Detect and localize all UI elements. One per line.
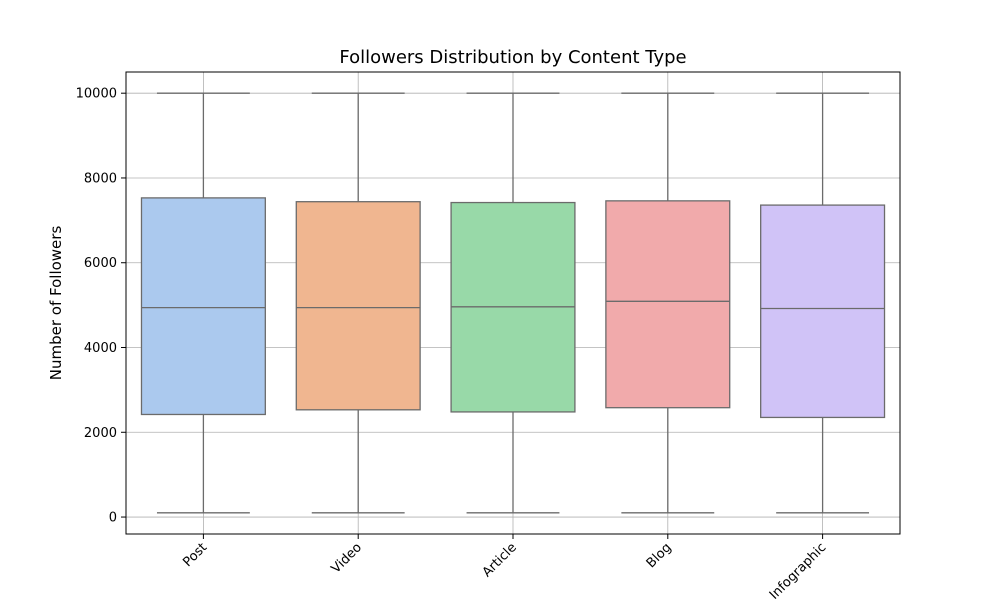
chart-title: Followers Distribution by Content Type — [339, 47, 686, 68]
y-axis-label: Number of Followers — [47, 226, 65, 381]
y-tick-label: 8000 — [84, 171, 117, 186]
iqr-box — [605, 200, 731, 409]
y-tick-label: 0 — [109, 511, 117, 526]
y-tick-label: 2000 — [84, 426, 117, 441]
box-post — [140, 92, 266, 514]
box-blog — [605, 92, 731, 514]
x-tick-label: Article — [480, 540, 520, 580]
box-article — [450, 92, 576, 514]
x-tick-label: Blog — [644, 540, 675, 571]
iqr-box — [760, 204, 886, 419]
x-tick-label: Infographic — [767, 540, 830, 600]
box-infographic — [760, 92, 886, 514]
box-layer — [140, 92, 886, 514]
x-tick-label: Video — [329, 540, 365, 576]
box-video — [295, 92, 421, 514]
y-tick-label: 4000 — [84, 341, 117, 356]
y-tick-label: 10000 — [76, 87, 117, 102]
x-tick-label: Post — [180, 540, 210, 570]
iqr-box — [140, 197, 266, 416]
y-tick-label: 6000 — [84, 256, 117, 271]
iqr-box — [295, 201, 421, 411]
